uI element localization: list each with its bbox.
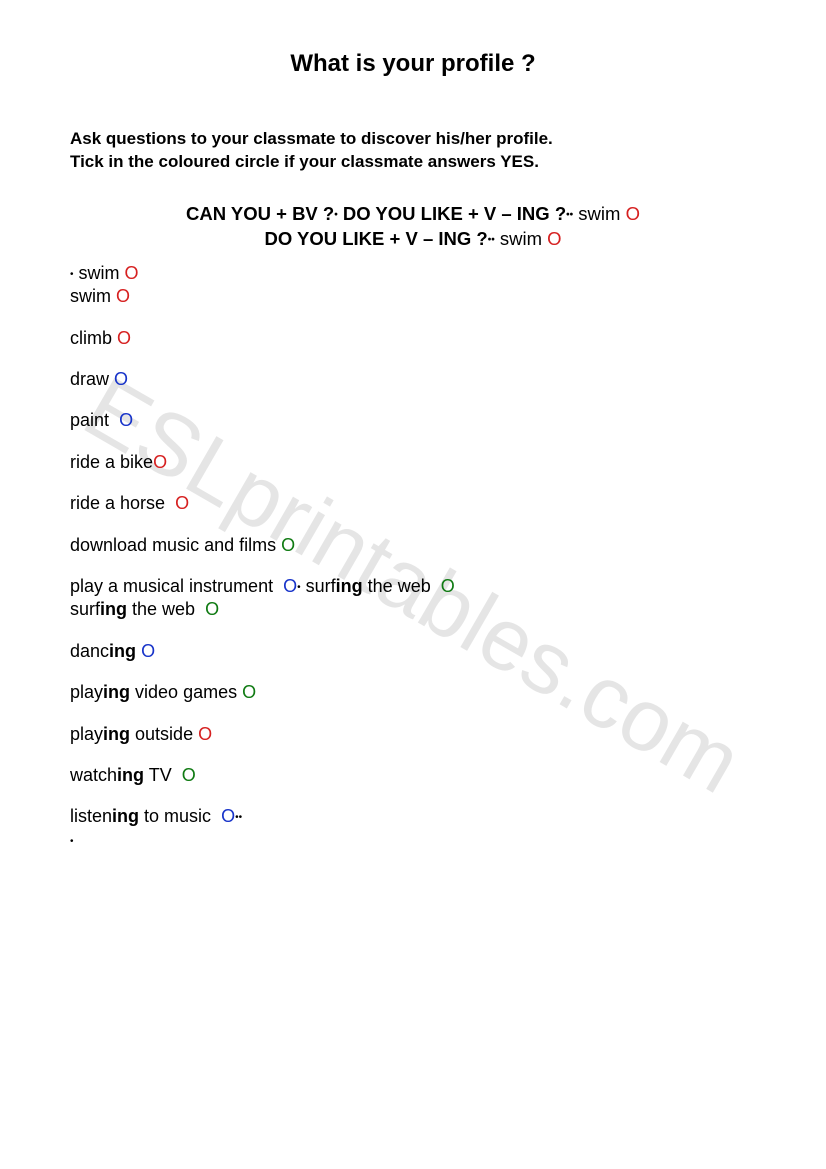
item-label-bold: ing (117, 765, 144, 785)
instructions-line-2: Tick in the coloured circle if your clas… (70, 152, 539, 171)
circle-icon[interactable]: O (281, 535, 295, 555)
list-item: watching TV O (70, 764, 756, 787)
formula-swim-2: swim (500, 228, 542, 249)
instructions-line-1: Ask questions to your classmate to disco… (70, 129, 553, 148)
item-label: ride a bike (70, 452, 153, 472)
bullet-icon: • (239, 812, 243, 823)
item-label-part: video games (130, 682, 237, 702)
list-item: • (70, 829, 756, 852)
formula-do-you-like-1: DO YOU LIKE + V – ING ? (343, 203, 566, 224)
item-label-part: the web (127, 599, 195, 619)
item-label-part: to music (139, 806, 211, 826)
list-item: paint O (70, 409, 756, 432)
item-label: draw (70, 369, 109, 389)
formula-block: CAN YOU + BV ?• DO YOU LIKE + V – ING ?•… (70, 202, 756, 252)
item-label: swim (79, 263, 120, 283)
list-item: ride a bikeO (70, 451, 756, 474)
circle-icon[interactable]: O (141, 641, 155, 661)
item-label: ride a horse (70, 493, 165, 513)
item-label-part: the web (363, 576, 431, 596)
list-item: surfing the web O (70, 598, 756, 621)
list-item: draw O (70, 368, 756, 391)
item-label-part: surf (70, 599, 100, 619)
circle-icon[interactable]: O (114, 369, 128, 389)
item-label: play a musical instrument (70, 576, 273, 596)
item-label-part: watch (70, 765, 117, 785)
page-title: What is your profile ? (70, 50, 756, 78)
bullet-icon: • (297, 582, 301, 593)
instructions: Ask questions to your classmate to disco… (70, 128, 756, 174)
circle-icon[interactable]: O (221, 806, 235, 826)
circle-icon[interactable]: O (242, 682, 256, 702)
list-item: • swim O (70, 262, 756, 285)
circle-icon[interactable]: O (205, 599, 219, 619)
circle-icon[interactable]: O (175, 493, 189, 513)
bullet-icon: • (570, 209, 574, 220)
item-label-part: surf (306, 576, 336, 596)
list-item: playing outside O (70, 723, 756, 746)
item-label: swim (70, 286, 111, 306)
item-label-bold: ing (336, 576, 363, 596)
list-item: download music and films O (70, 534, 756, 557)
circle-icon[interactable]: O (116, 286, 130, 306)
formula-can-you: CAN YOU + BV ? (186, 203, 334, 224)
item-label-part: outside (130, 724, 193, 744)
item-label: climb (70, 328, 112, 348)
circle-icon[interactable]: O (125, 263, 139, 283)
list-item: swim O (70, 285, 756, 308)
circle-icon[interactable]: O (117, 328, 131, 348)
page-content: What is your profile ? Ask questions to … (0, 0, 826, 852)
item-label: paint (70, 410, 109, 430)
circle-icon[interactable]: O (441, 576, 455, 596)
list-item: dancing O (70, 640, 756, 663)
bullet-icon: • (491, 234, 495, 245)
item-label-bold: ing (112, 806, 139, 826)
item-label-part: play (70, 682, 103, 702)
circle-icon[interactable]: O (182, 765, 196, 785)
item-label-bold: ing (109, 641, 136, 661)
formula-do-you-like-2: DO YOU LIKE + V – ING ? (264, 228, 487, 249)
list-item: playing video games O (70, 681, 756, 704)
item-label-part: listen (70, 806, 112, 826)
bullet-icon: • (70, 835, 74, 846)
circle-icon[interactable]: O (119, 410, 133, 430)
item-label-bold: ing (100, 599, 127, 619)
bullet-icon: • (334, 209, 338, 220)
item-label-bold: ing (103, 724, 130, 744)
list-item: climb O (70, 327, 756, 350)
item-label-bold: ing (103, 682, 130, 702)
item-label-part: play (70, 724, 103, 744)
list-item: listening to music O•• (70, 805, 756, 828)
circle-icon[interactable]: O (198, 724, 212, 744)
list-item: ride a horse O (70, 492, 756, 515)
item-label-part: TV (144, 765, 172, 785)
item-list: • swim O swim O climb O draw O paint O r… (70, 262, 756, 852)
circle-icon[interactable]: O (153, 452, 167, 472)
circle-icon[interactable]: O (547, 228, 561, 249)
item-label: download music and films (70, 535, 276, 555)
circle-icon[interactable]: O (626, 203, 640, 224)
formula-swim-1: swim (578, 203, 620, 224)
list-item: play a musical instrument O• surfing the… (70, 575, 756, 598)
item-label-part: danc (70, 641, 109, 661)
bullet-icon: • (70, 269, 74, 280)
circle-icon[interactable]: O (283, 576, 297, 596)
